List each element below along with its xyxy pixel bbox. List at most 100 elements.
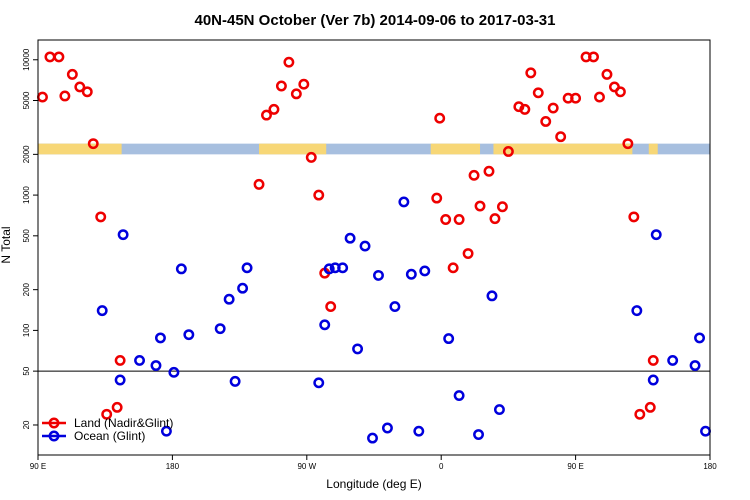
ocean-point <box>337 262 349 274</box>
y-tick-label: 10000 <box>22 48 31 71</box>
legend-land-marker <box>48 417 60 429</box>
land-point <box>622 138 634 150</box>
land-point <box>101 408 113 420</box>
land-point <box>483 165 495 177</box>
band-land-segment <box>648 143 658 155</box>
y-tick-label: 500 <box>22 229 31 243</box>
land-point <box>634 408 646 420</box>
x-axis: 90 E 180 90 W 0 90 E 180 <box>30 455 717 471</box>
land-point <box>555 131 567 143</box>
land-point <box>111 401 123 413</box>
land-point <box>313 189 325 201</box>
band-land-segment <box>430 143 481 155</box>
ocean-point <box>214 323 226 335</box>
ocean-point <box>241 262 253 274</box>
y-axis-label: N Total <box>0 226 13 263</box>
legend-ocean-label: Ocean (Glint) <box>74 429 145 443</box>
band-land-segment <box>38 143 122 155</box>
land-point <box>588 51 599 63</box>
land-point <box>462 248 474 259</box>
ocean-point <box>150 360 162 371</box>
ocean-point <box>493 404 505 416</box>
land-point <box>496 201 508 213</box>
y-tick-label: 5000 <box>22 91 31 109</box>
x-tick-label: 180 <box>703 462 717 471</box>
ocean-point <box>398 196 410 208</box>
ocean-point <box>419 265 431 277</box>
y-tick-label: 20 <box>22 420 31 429</box>
land-point <box>53 51 65 63</box>
ocean-point <box>155 332 166 344</box>
x-tick-label: 90 E <box>567 462 583 471</box>
ocean-point <box>373 269 384 281</box>
ocean-point <box>689 360 701 371</box>
land-point <box>440 214 452 225</box>
land-point <box>298 78 310 90</box>
chart-title: 40N-45N October (Ver 7b) 2014-09-06 to 2… <box>194 12 555 29</box>
land-point <box>489 213 501 225</box>
land-point <box>434 112 446 124</box>
ocean-point <box>319 319 331 331</box>
surface-type-band <box>38 143 710 155</box>
ocean-point <box>323 263 335 275</box>
land-point <box>275 80 287 92</box>
land-point <box>290 88 302 100</box>
ocean-point <box>359 240 371 252</box>
land-point <box>468 169 480 181</box>
land-point <box>547 102 559 114</box>
legend-ocean-marker <box>48 430 60 442</box>
x-axis-label: Longitude (deg E) <box>326 477 421 491</box>
land-point <box>601 68 613 80</box>
land-point <box>59 90 71 102</box>
ocean-point <box>631 305 643 317</box>
land-series <box>37 51 659 420</box>
band-land-segment <box>493 143 633 155</box>
y-axis: 20 50 100 200 500 1000 2000 5000 10000 <box>22 48 38 429</box>
ocean-point <box>367 432 378 444</box>
land-point <box>647 354 659 366</box>
land-point <box>570 92 582 104</box>
ocean-point <box>443 333 455 345</box>
ocean-point <box>650 229 662 241</box>
land-point <box>447 262 459 274</box>
y-tick-label: 200 <box>22 282 31 296</box>
land-point <box>644 401 656 413</box>
land-point <box>532 87 544 99</box>
ocean-point <box>134 354 145 366</box>
ocean-point <box>453 390 465 402</box>
land-point <box>305 151 317 163</box>
y-tick-label: 2000 <box>22 145 31 163</box>
ocean-point <box>175 263 187 275</box>
ocean-point <box>389 301 401 313</box>
ocean-point <box>223 293 235 305</box>
x-tick-label: 180 <box>166 462 180 471</box>
x-tick-label: 90 W <box>297 462 316 471</box>
ocean-point <box>168 366 180 378</box>
legend-land-label: Land (Nadir&Glint) <box>74 416 173 430</box>
land-point <box>66 68 78 80</box>
x-tick-label: 90 E <box>30 462 46 471</box>
land-point <box>474 200 486 212</box>
ocean-point <box>473 429 484 440</box>
land-point <box>502 146 514 157</box>
land-point <box>44 51 56 63</box>
land-point <box>519 103 531 115</box>
plot-area <box>37 39 711 456</box>
ocean-point <box>700 425 711 437</box>
ocean-point <box>352 343 364 355</box>
land-point <box>74 81 86 93</box>
land-point <box>253 178 265 190</box>
land-point <box>81 86 93 98</box>
ocean-point <box>160 425 172 437</box>
land-point <box>114 354 126 366</box>
ocean-point <box>381 422 393 434</box>
ocean-point <box>344 232 356 244</box>
land-point <box>37 91 48 103</box>
land-point <box>628 211 640 223</box>
ocean-point <box>694 332 705 344</box>
ocean-point <box>229 375 241 387</box>
land-point <box>95 211 107 223</box>
land-point <box>525 67 537 79</box>
ocean-point <box>114 374 126 386</box>
